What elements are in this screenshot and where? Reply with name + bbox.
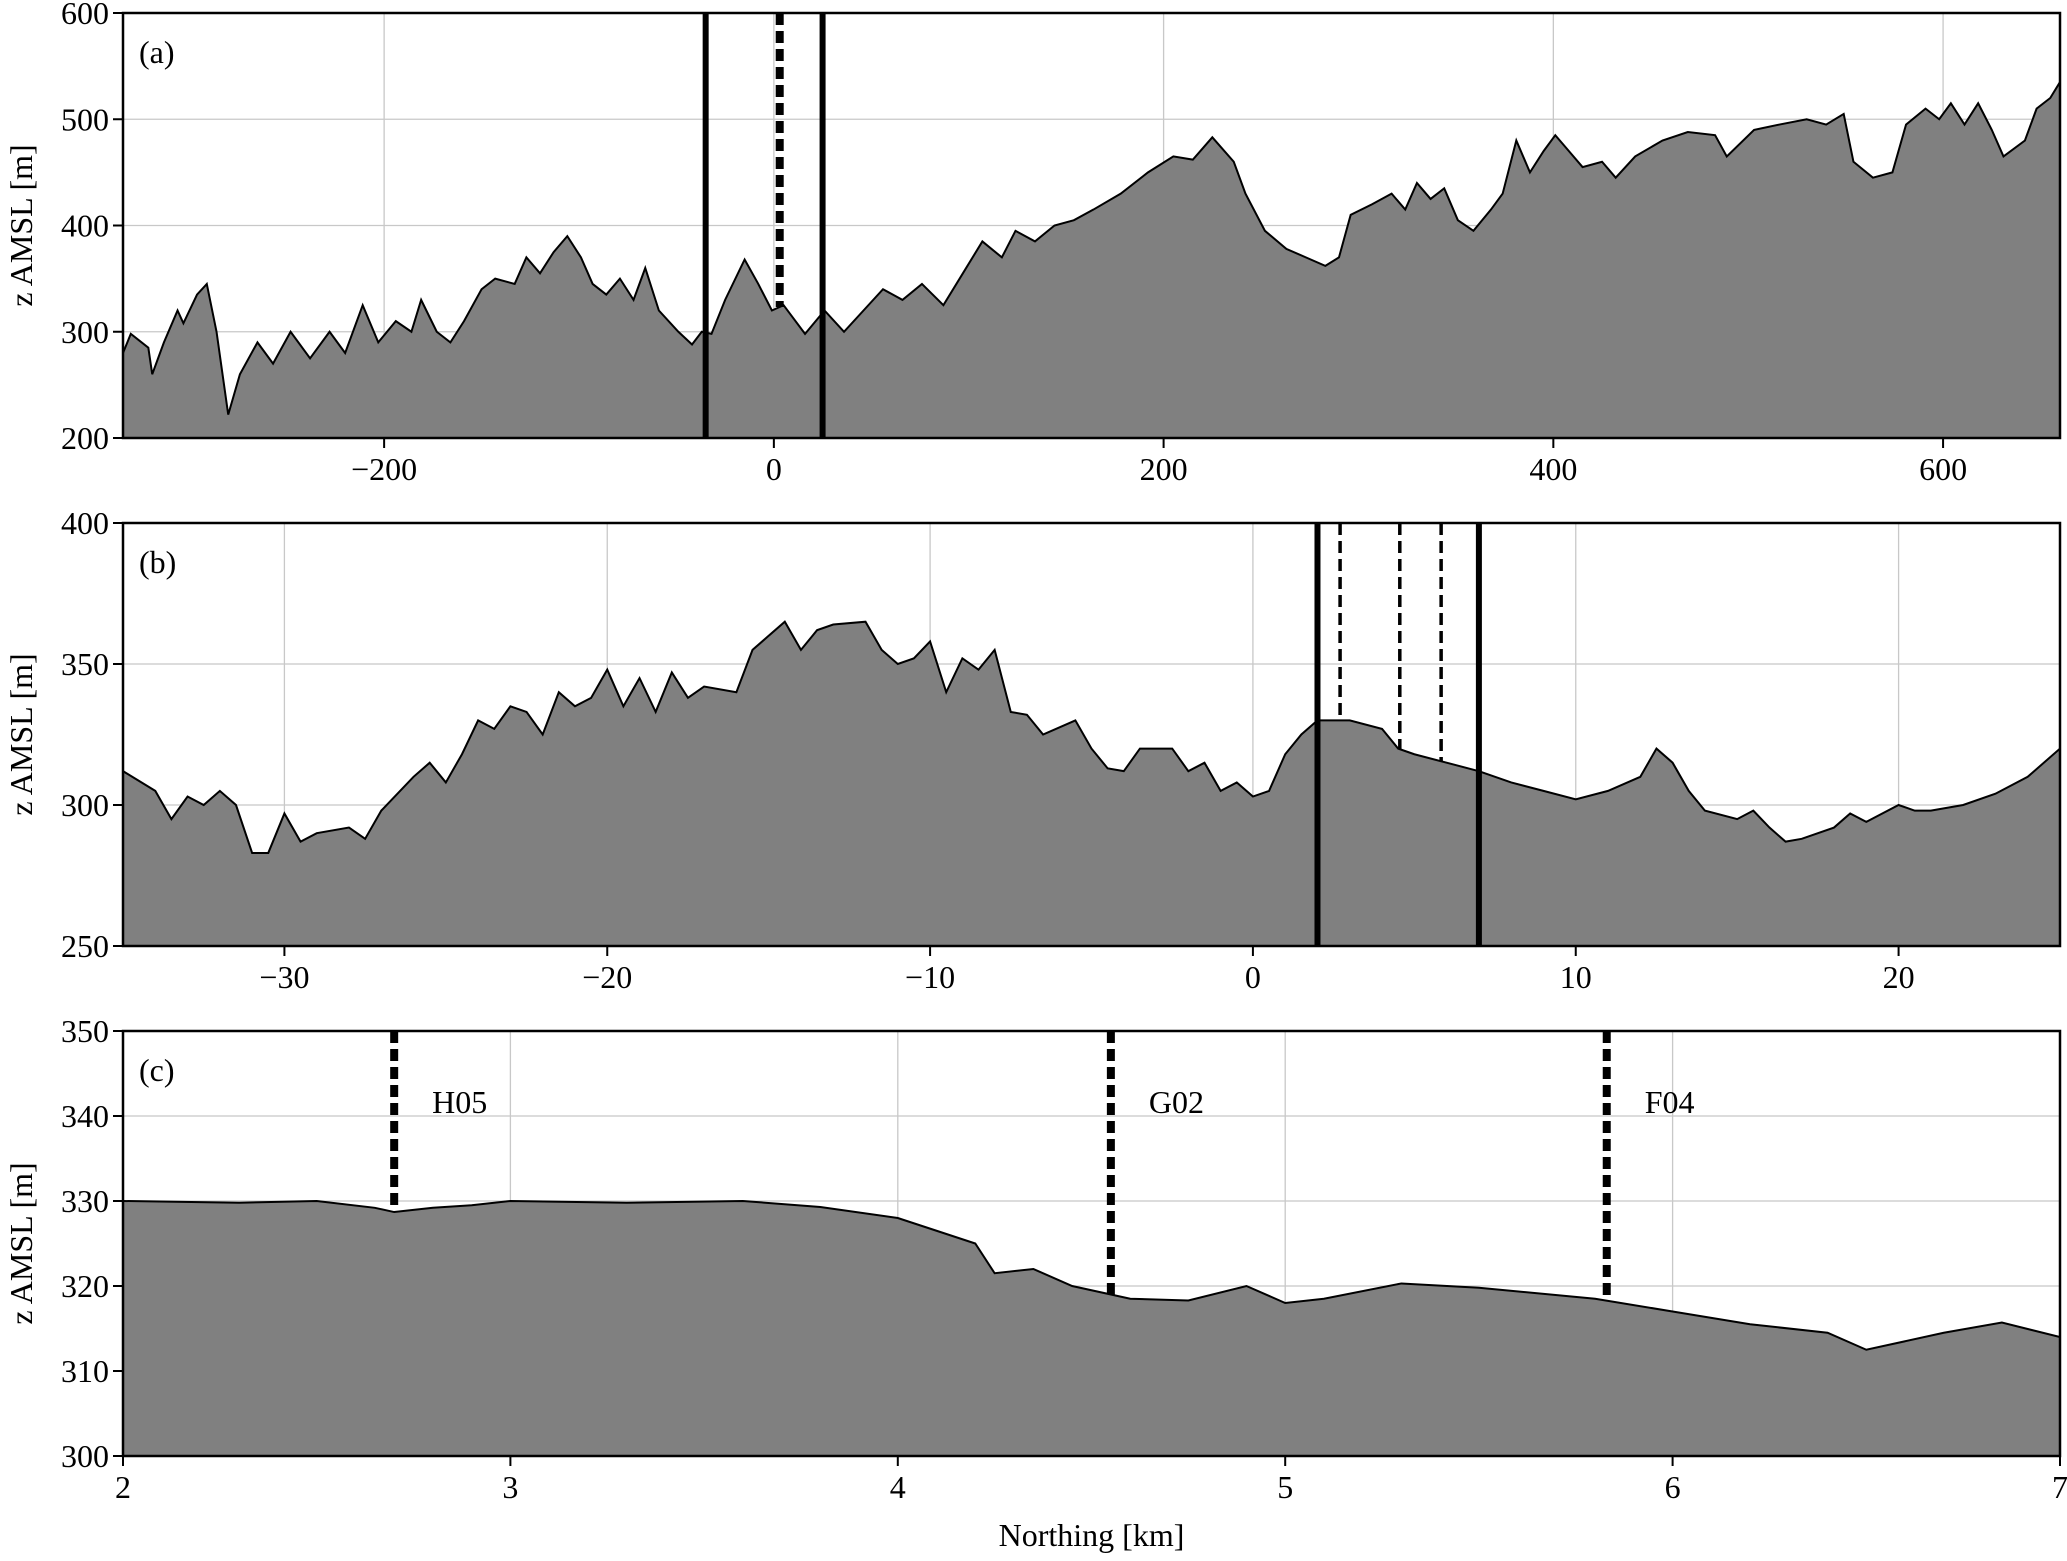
x-tick-label: 2 xyxy=(115,1469,131,1505)
y-tick-label: 350 xyxy=(61,1013,109,1049)
terrain-line xyxy=(123,81,2060,415)
x-tick-label: 5 xyxy=(1277,1469,1293,1505)
y-tick-label: 330 xyxy=(61,1183,109,1219)
panel-label: (c) xyxy=(139,1052,175,1088)
y-tick-label: 350 xyxy=(61,646,109,682)
axes-frame xyxy=(121,521,2062,948)
vline-label: H05 xyxy=(432,1084,487,1120)
x-tick-label: 400 xyxy=(1529,451,1577,487)
terrain-line xyxy=(123,620,2060,854)
x-tick-label: −200 xyxy=(351,451,417,487)
y-axis-label: z AMSL [m] xyxy=(3,653,39,815)
x-tick-label: 4 xyxy=(890,1469,906,1505)
terrain-fill xyxy=(123,82,2060,438)
x-tick-label: 7 xyxy=(2052,1469,2067,1505)
y-axis-label: z AMSL [m] xyxy=(3,1162,39,1324)
axes-frame xyxy=(121,1029,2062,1458)
y-axis-label: z AMSL [m] xyxy=(3,144,39,306)
x-tick-label: 200 xyxy=(1140,451,1188,487)
x-tick-label: 0 xyxy=(766,451,782,487)
y-tick-label: 400 xyxy=(61,505,109,541)
y-tick-label: 200 xyxy=(61,420,109,456)
y-tick-label: 600 xyxy=(61,0,109,31)
y-tick-label: 320 xyxy=(61,1268,109,1304)
x-tick-label: −30 xyxy=(259,959,309,995)
y-tick-label: 300 xyxy=(61,314,109,350)
y-tick-label: 300 xyxy=(61,787,109,823)
terrain-line xyxy=(123,1199,2060,1351)
x-axis-label: Northing [km] xyxy=(999,1517,1185,1553)
y-tick-label: 400 xyxy=(61,208,109,244)
x-tick-label: 6 xyxy=(1665,1469,1681,1505)
vline-label: F04 xyxy=(1645,1084,1695,1120)
panel-label: (a) xyxy=(139,34,175,70)
y-tick-label: 300 xyxy=(61,1438,109,1474)
vline-label: G02 xyxy=(1149,1084,1204,1120)
x-tick-label: −10 xyxy=(905,959,955,995)
y-tick-label: 500 xyxy=(61,101,109,137)
x-tick-label: −20 xyxy=(582,959,632,995)
panel-label: (b) xyxy=(139,544,176,580)
y-tick-label: 250 xyxy=(61,928,109,964)
y-tick-label: 340 xyxy=(61,1098,109,1134)
x-tick-label: 3 xyxy=(502,1469,518,1505)
x-tick-label: 600 xyxy=(1919,451,1967,487)
x-tick-label: 0 xyxy=(1245,959,1261,995)
x-tick-label: 10 xyxy=(1560,959,1592,995)
x-tick-label: 20 xyxy=(1883,959,1915,995)
y-tick-label: 310 xyxy=(61,1353,109,1389)
terrain-fill xyxy=(123,621,2060,946)
terrain-fill xyxy=(123,1201,2060,1456)
